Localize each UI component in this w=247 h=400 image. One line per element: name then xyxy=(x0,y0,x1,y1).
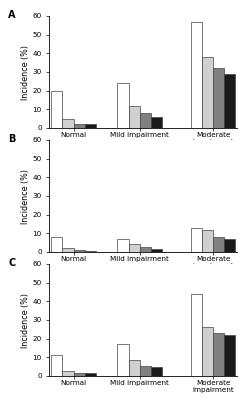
Bar xyxy=(213,237,224,252)
Bar xyxy=(117,344,129,376)
Text: C: C xyxy=(8,258,15,268)
Bar xyxy=(85,251,96,252)
Y-axis label: Incidence (%): Incidence (%) xyxy=(21,168,30,224)
Text: B: B xyxy=(8,134,16,144)
Bar xyxy=(62,119,74,128)
Bar xyxy=(117,83,129,128)
Bar xyxy=(191,22,202,128)
Bar xyxy=(213,68,224,128)
Bar xyxy=(202,230,213,252)
Bar xyxy=(224,74,235,128)
Y-axis label: Incidence (%): Incidence (%) xyxy=(21,292,30,348)
Bar xyxy=(191,228,202,252)
Bar xyxy=(140,366,151,376)
Bar xyxy=(62,371,74,376)
Text: A: A xyxy=(8,10,16,20)
Bar xyxy=(224,239,235,252)
Bar xyxy=(151,367,162,376)
Bar xyxy=(213,333,224,376)
Bar xyxy=(129,106,140,128)
Bar xyxy=(140,247,151,252)
Y-axis label: Incidence (%): Incidence (%) xyxy=(21,44,30,100)
Bar xyxy=(202,57,213,128)
Bar xyxy=(51,237,62,252)
Bar xyxy=(151,249,162,252)
Bar xyxy=(62,248,74,252)
Bar xyxy=(202,328,213,376)
Bar xyxy=(74,124,85,128)
Bar xyxy=(129,244,140,252)
Bar xyxy=(51,91,62,128)
Bar xyxy=(85,373,96,376)
Bar xyxy=(140,113,151,128)
Bar xyxy=(74,250,85,252)
Bar xyxy=(191,294,202,376)
Bar xyxy=(129,360,140,376)
Bar xyxy=(117,239,129,252)
Bar xyxy=(224,335,235,376)
Bar xyxy=(51,356,62,376)
Bar xyxy=(85,124,96,128)
Bar xyxy=(74,373,85,376)
Bar xyxy=(151,117,162,128)
